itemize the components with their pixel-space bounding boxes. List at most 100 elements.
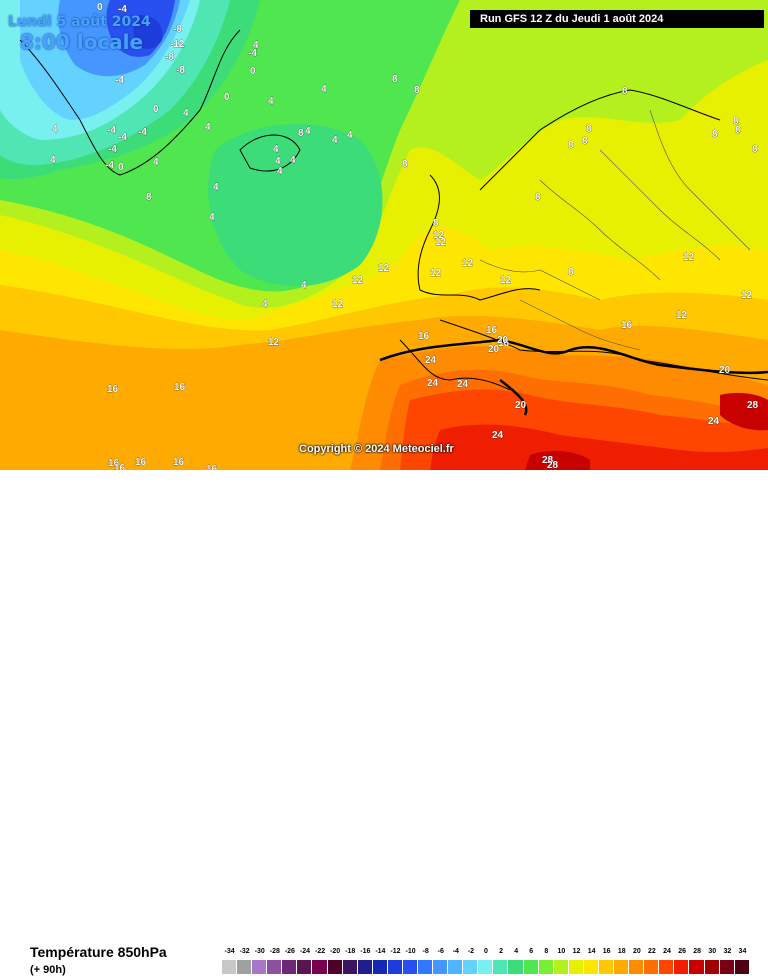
label-m4h: -4 xyxy=(118,4,127,15)
label-16a: 16 xyxy=(418,331,430,342)
legend-swatch xyxy=(553,960,569,974)
legend-tick-label: 4 xyxy=(514,948,519,955)
legend-tick-label: -6 xyxy=(437,948,444,955)
label-4q: 4 xyxy=(347,130,353,141)
legend-swatch xyxy=(342,960,358,974)
label-12e: 12 xyxy=(268,337,280,348)
temp-field-28 xyxy=(525,450,590,470)
legend-tick-label: 22 xyxy=(648,948,656,955)
label-m8c: -8 xyxy=(176,65,185,76)
label-4l: 4 xyxy=(275,156,281,167)
legend-swatch xyxy=(433,960,449,974)
label-4f: 4 xyxy=(209,212,215,223)
legend-tick-label: 0 xyxy=(484,948,488,955)
label-12l: 12 xyxy=(435,237,447,248)
label-16c: 16 xyxy=(621,320,633,331)
label-4m: 4 xyxy=(277,166,283,177)
temp-field-m12 xyxy=(133,15,163,49)
legend-swatch xyxy=(357,960,373,974)
label-12a: 12 xyxy=(433,230,445,241)
label-m8b: -8 xyxy=(165,52,174,63)
isotherm-20-branch xyxy=(499,379,528,416)
forecast-date: Lundi 5 août 2024 xyxy=(8,14,151,30)
label-m4a: -4 xyxy=(248,48,257,59)
label-m4g: -4 xyxy=(105,160,114,171)
label-m4c: -4 xyxy=(107,125,116,136)
country-borders xyxy=(479,109,751,351)
label-4i: 4 xyxy=(321,84,327,95)
legend-swatch xyxy=(312,960,328,974)
temperature-map: -8 -12 -8 -8 -4 -4 -4 -4 -4 -4 -4 -4 0 0… xyxy=(0,0,768,470)
label-0a: 0 xyxy=(250,66,256,77)
label-12j: 12 xyxy=(676,310,688,321)
legend-tick-label: 14 xyxy=(587,948,596,955)
legend-tick-label: -34 xyxy=(224,948,235,955)
label-4p: 4 xyxy=(305,126,311,137)
legend-tick-label: -28 xyxy=(269,948,280,955)
legend-tick-label: 8 xyxy=(544,948,549,955)
forecast-time: 8:00 locale xyxy=(20,30,144,54)
legend-tick-label: 2 xyxy=(499,948,504,955)
label-16d: 16 xyxy=(107,384,119,395)
isotherm-labels-8: 8 8 8 8 8 8 8 8 8 8 8 8 8 8 8 8 xyxy=(146,74,759,279)
legend-tick-label: -12 xyxy=(390,948,401,955)
legend-swatch xyxy=(297,960,313,974)
run-info-banner: Run GFS 12 Z du Jeudi 1 août 2024 xyxy=(470,10,764,28)
label-28b: 28 xyxy=(542,455,554,466)
label-4n: 4 xyxy=(52,124,58,135)
legend-tick-label: -24 xyxy=(299,948,311,955)
legend-tick-label: -2 xyxy=(467,948,475,955)
label-24c: 24 xyxy=(457,379,469,390)
label-8a: 8 xyxy=(392,74,398,85)
legend-swatch xyxy=(719,960,735,974)
label-4b: 4 xyxy=(183,108,189,119)
legend-swatch xyxy=(583,960,599,974)
legend-swatch xyxy=(327,960,343,974)
label-12c: 12 xyxy=(378,263,390,274)
legend-tick-label: 12 xyxy=(572,948,581,955)
label-0d: 0 xyxy=(118,162,124,173)
label-4c: 4 xyxy=(205,122,211,133)
label-0e: 0 xyxy=(97,2,103,13)
legend-tick-label: -16 xyxy=(360,948,371,955)
coastlines xyxy=(19,29,768,391)
label-16i: 16 xyxy=(173,457,185,468)
legend-swatch xyxy=(237,960,253,974)
legend-swatch xyxy=(598,960,615,974)
legend-tick-label: -32 xyxy=(239,948,250,955)
label-4o: 4 xyxy=(50,155,56,166)
label-4h: 4 xyxy=(301,280,307,291)
label-4r: 4 xyxy=(253,40,259,51)
lead-time: (+ 90h) xyxy=(30,964,66,976)
label-m4e: -4 xyxy=(118,132,127,143)
legend-tick-label: -8 xyxy=(422,948,429,955)
isotherm-labels-20-28: 20 20 20 20 24 24 24 24 24 28 28 28 xyxy=(425,335,759,470)
label-12d: 12 xyxy=(332,299,344,310)
label-m8a: -8 xyxy=(173,24,182,35)
label-20a: 20 xyxy=(488,344,500,355)
label-4e: 4 xyxy=(213,182,219,193)
legend-tick-label: 26 xyxy=(678,948,686,955)
legend-swatch xyxy=(704,960,720,974)
label-4a: 4 xyxy=(268,96,274,107)
label-8c: 8 xyxy=(402,159,408,170)
label-8b: 8 xyxy=(414,85,420,96)
legend-swatch xyxy=(568,960,584,974)
label-8p: 8 xyxy=(535,192,541,203)
label-8e: 8 xyxy=(298,128,304,139)
label-m12: -12 xyxy=(170,39,185,50)
label-0b: 0 xyxy=(153,104,159,115)
legend-swatch xyxy=(674,960,690,974)
map-canvas: -8 -12 -8 -8 -4 -4 -4 -4 -4 -4 -4 -4 0 0… xyxy=(0,0,768,470)
legend-swatch xyxy=(418,960,434,974)
legend-swatch xyxy=(659,960,675,974)
label-8f: 8 xyxy=(568,140,574,151)
legend-swatch xyxy=(523,960,539,974)
legend-swatch xyxy=(267,960,283,974)
legend-tick-label: -4 xyxy=(452,948,459,955)
legend-swatch xyxy=(463,960,479,974)
legend-tick-label: 32 xyxy=(723,948,732,955)
legend-swatch xyxy=(387,960,403,974)
label-24a: 24 xyxy=(425,355,437,366)
legend-tick-label: 30 xyxy=(708,948,717,955)
